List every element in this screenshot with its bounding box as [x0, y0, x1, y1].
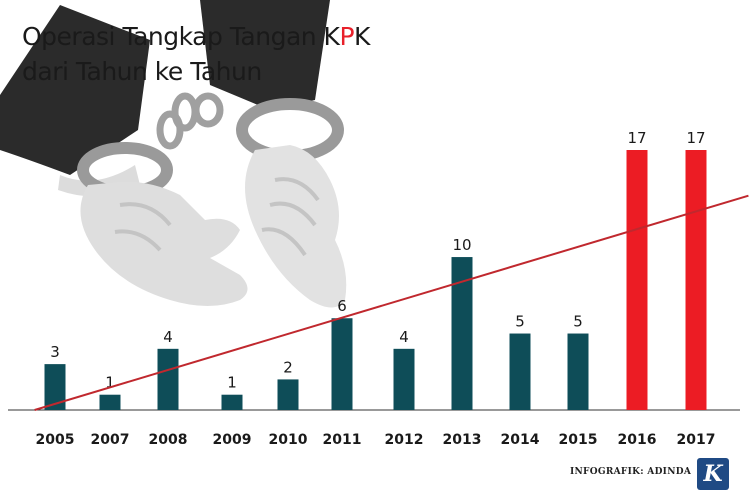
- x-tick-2009: 2009: [213, 432, 252, 448]
- value-label-2011: 6: [337, 297, 347, 315]
- x-tick-2017: 2017: [677, 432, 716, 448]
- bar-2017: [685, 150, 707, 410]
- bar-2010: [277, 379, 299, 410]
- x-tick-2005: 2005: [36, 432, 75, 448]
- value-label-2009: 1: [227, 374, 237, 392]
- value-label-2008: 4: [163, 328, 173, 346]
- x-tick-2012: 2012: [385, 432, 424, 448]
- value-label-2007: 1: [105, 374, 115, 392]
- value-label-2013: 10: [452, 236, 471, 254]
- bar-2009: [221, 394, 243, 410]
- bar-2015: [567, 333, 589, 410]
- title-text-after: K: [354, 22, 370, 51]
- x-tick-2014: 2014: [501, 432, 540, 448]
- kompas-logo: K: [697, 458, 729, 490]
- bar-2011: [331, 318, 353, 410]
- x-tick-2007: 2007: [91, 432, 130, 448]
- bar-2007: [99, 394, 121, 410]
- bar-2016: [626, 150, 648, 410]
- value-label-2014: 5: [515, 313, 525, 331]
- bar-2008: [157, 348, 179, 410]
- logo-letter: K: [703, 461, 723, 487]
- x-tick-2010: 2010: [269, 432, 308, 448]
- title-text-before: Operasi Tangkap Tangan K: [22, 22, 340, 51]
- value-label-2005: 3: [50, 343, 60, 361]
- value-label-2015: 5: [573, 313, 583, 331]
- x-tick-2008: 2008: [149, 432, 188, 448]
- bar-2013: [451, 257, 473, 410]
- bar-2012: [393, 348, 415, 410]
- x-tick-2015: 2015: [559, 432, 598, 448]
- trend-line: [34, 194, 749, 411]
- bar-2014: [509, 333, 531, 410]
- value-label-2016: 17: [627, 129, 646, 147]
- x-tick-2016: 2016: [618, 432, 657, 448]
- handcuffs-illustration: [0, 0, 347, 308]
- chart-title-line2: dari Tahun ke Tahun: [22, 57, 262, 86]
- value-label-2010: 2: [283, 358, 293, 376]
- infographic-credit: INFOGRAFIK: ADINDA: [570, 467, 692, 477]
- title-accent-letter: P: [339, 22, 355, 51]
- bar-2005: [44, 364, 66, 410]
- chart-title-line1: Operasi Tangkap Tangan KPK: [22, 22, 370, 52]
- value-label-2017: 17: [686, 129, 705, 147]
- x-tick-2011: 2011: [323, 432, 362, 448]
- x-tick-2013: 2013: [443, 432, 482, 448]
- value-label-2012: 4: [399, 328, 409, 346]
